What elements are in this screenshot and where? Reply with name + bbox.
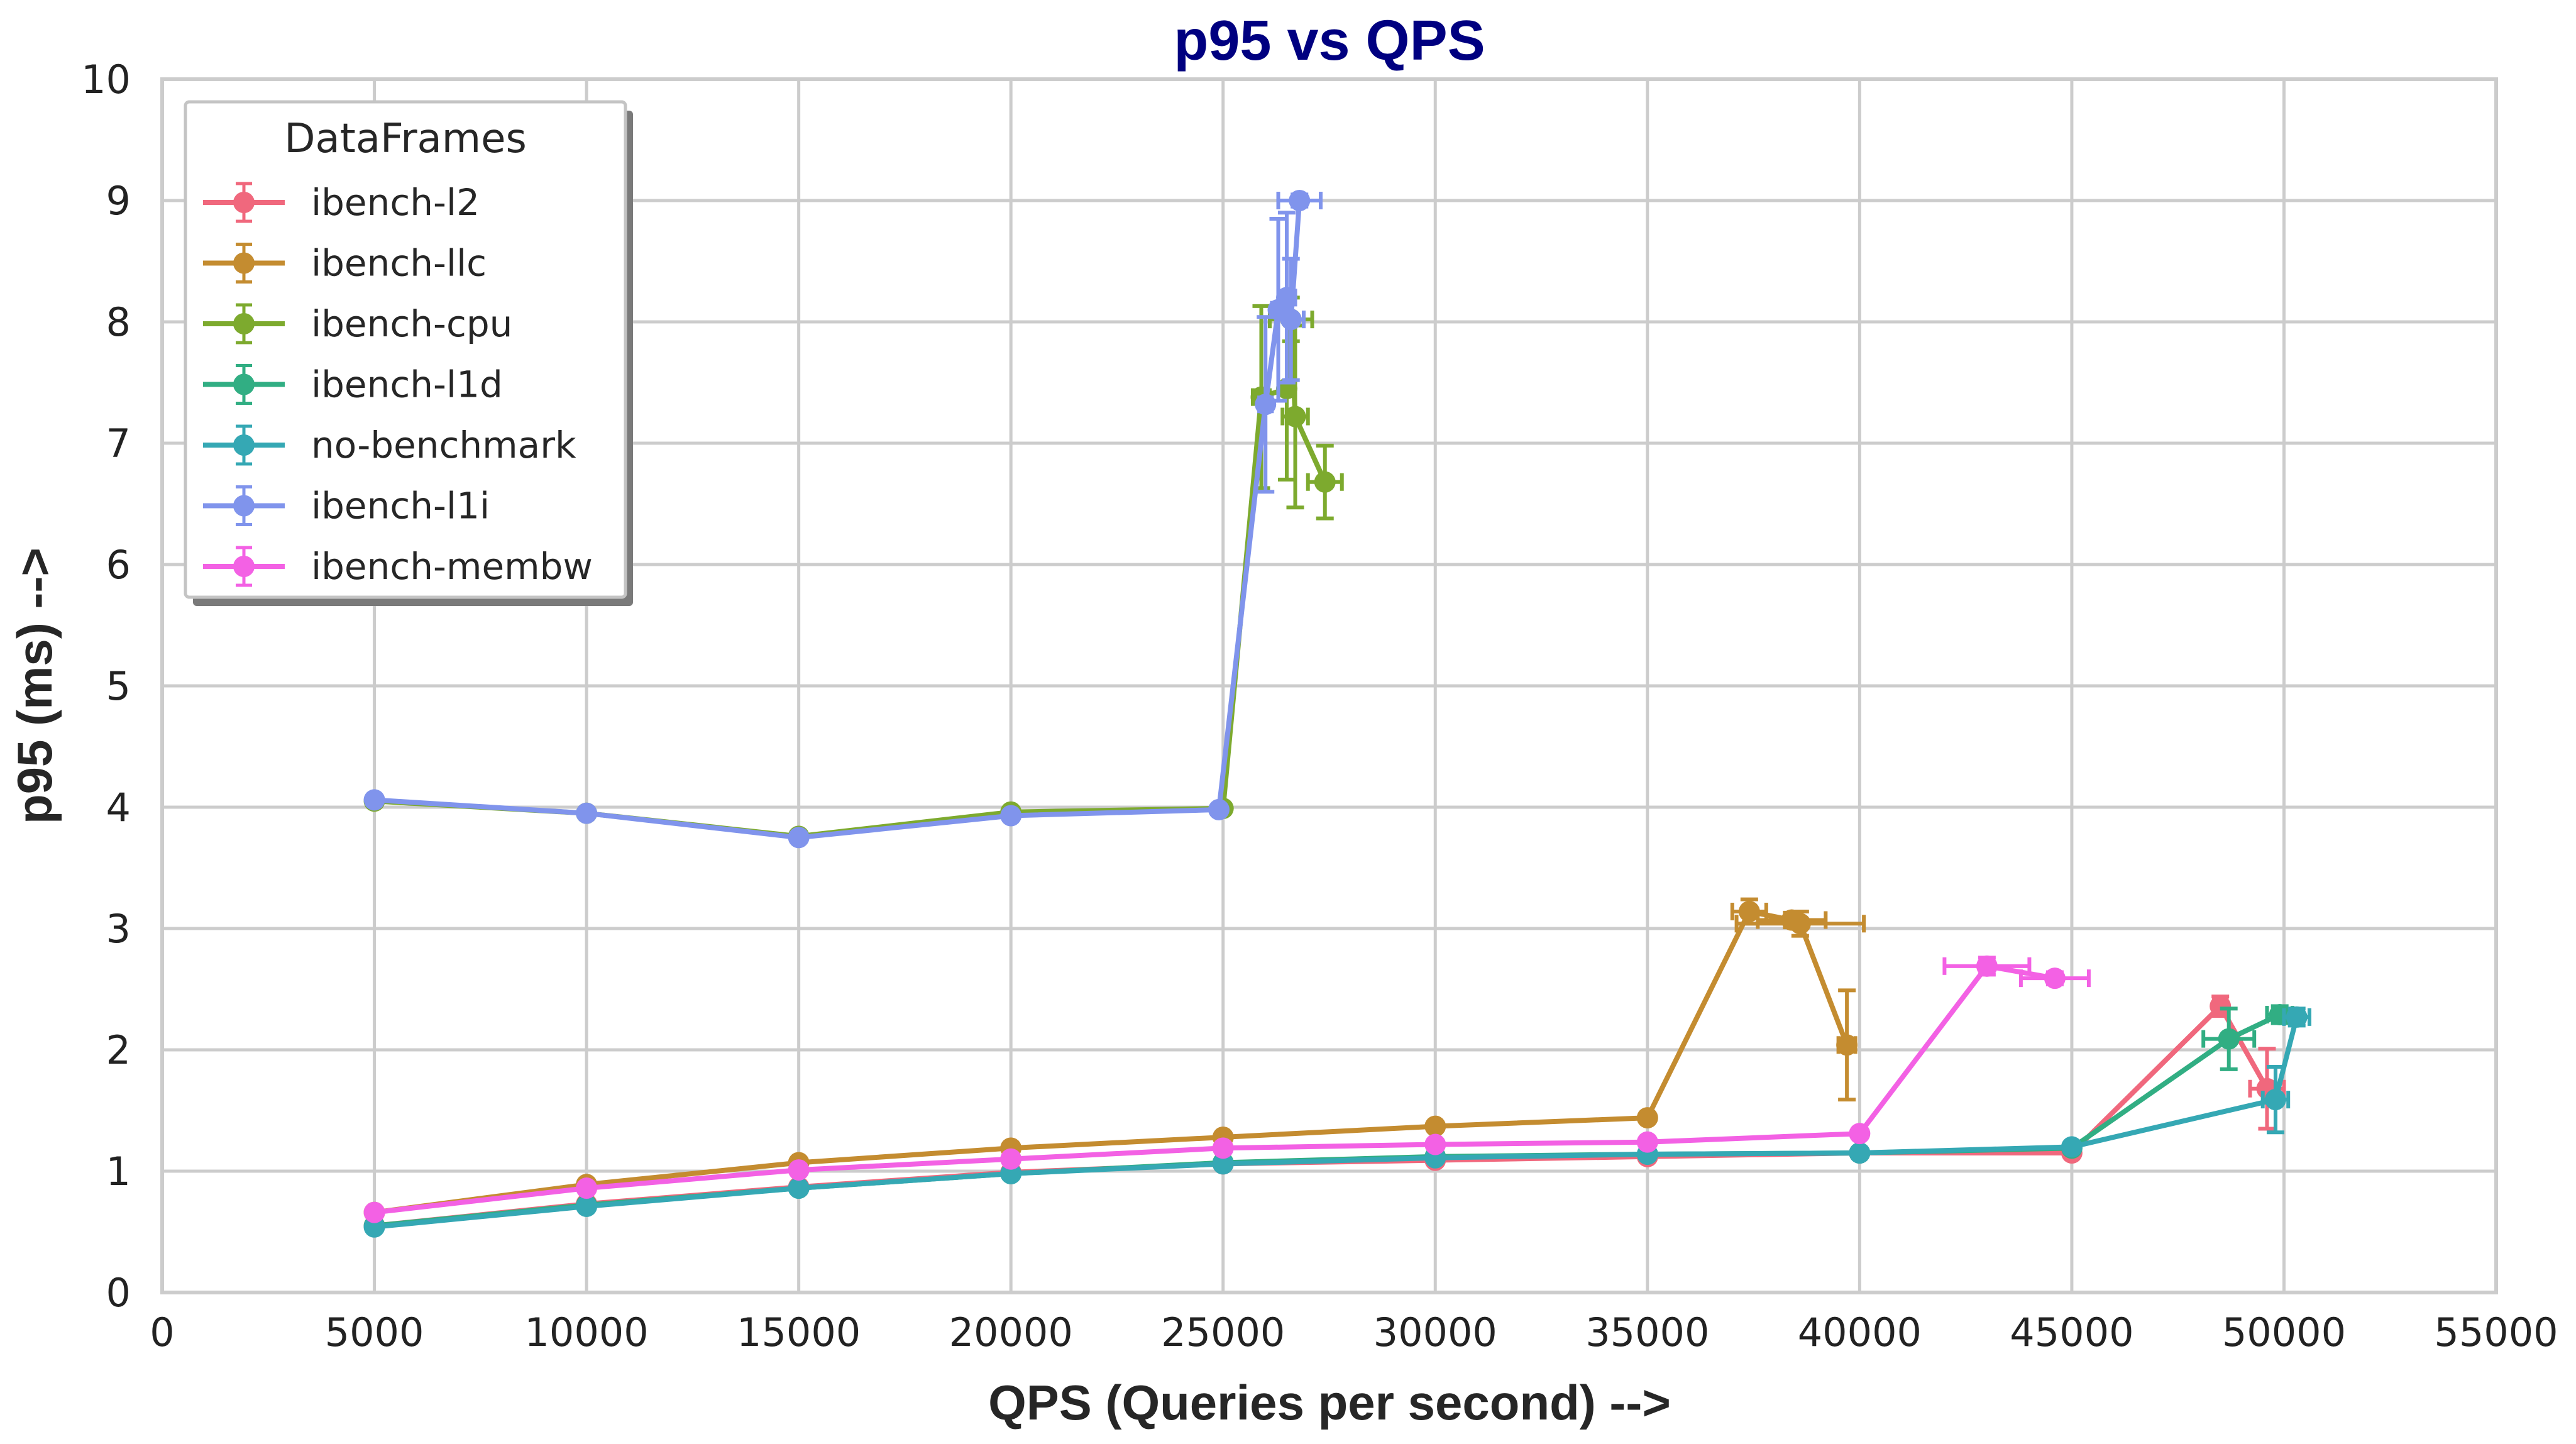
legend-title: DataFrames (284, 116, 527, 162)
data-point (1314, 471, 1336, 493)
data-point (2210, 995, 2232, 1017)
legend-label: ibench-l1d (311, 363, 503, 406)
x-tick-label: 50000 (2222, 1309, 2346, 1355)
data-point (1255, 394, 1277, 416)
series-ibench-membw (363, 955, 2091, 1223)
legend: DataFrames ibench-l2 ibench-llc ibench-cpu i… (184, 100, 633, 606)
legend-label: ibench-llc (311, 242, 487, 285)
data-point (1284, 405, 1306, 427)
y-tick-label: 4 (106, 785, 131, 830)
x-tick-label: 55000 (2434, 1309, 2558, 1355)
x-tick-label: 20000 (949, 1309, 1073, 1355)
data-point (2286, 1006, 2308, 1028)
series-no-benchmark (363, 1006, 2311, 1238)
legend-label: no-benchmark (311, 424, 576, 466)
legend-box (184, 100, 627, 599)
legend-marker (233, 434, 255, 456)
data-point (1424, 1133, 1446, 1155)
legend-item-ibench-l2: ibench-l2 (203, 181, 480, 224)
data-point (2218, 1028, 2240, 1050)
chart-title: p95 vs QPS (1174, 9, 1485, 72)
data-point (1849, 1142, 1871, 1164)
x-tick-label: 45000 (2010, 1309, 2133, 1355)
x-tick-label: 35000 (1585, 1309, 1709, 1355)
data-point (1212, 1153, 1234, 1175)
y-tick-label: 5 (106, 663, 131, 709)
data-point (1000, 805, 1022, 827)
plot-frame (160, 77, 2498, 1294)
tick-labels: 0 5000 10000 15000 20000 25000 30000 35000 40000… (81, 57, 2558, 1355)
legend-marker (233, 495, 255, 517)
y-tick-label: 6 (106, 542, 131, 588)
x-tick-label: 15000 (737, 1309, 861, 1355)
legend-label: ibench-membw (311, 545, 593, 588)
x-tick-label: 25000 (1161, 1309, 1285, 1355)
data-point (1280, 309, 1302, 331)
data-point (1212, 1137, 1234, 1159)
data-point (576, 1195, 598, 1217)
legend-label: ibench-cpu (311, 302, 512, 345)
data-point (2044, 967, 2066, 989)
data-point (363, 1201, 385, 1223)
y-tick-label: 3 (106, 906, 131, 952)
data-point (1789, 913, 1811, 935)
y-axis-title: p95 (ms) --> (7, 548, 62, 824)
legend-marker (233, 192, 255, 213)
legend-marker (233, 252, 255, 274)
legend-item-ibench-membw: ibench-membw (203, 545, 593, 588)
data-point (1208, 798, 1230, 820)
y-tick-label: 1 (106, 1149, 131, 1194)
legend-label: ibench-l1i (311, 485, 490, 527)
legend-item-ibench-llc: ibench-llc (203, 242, 487, 285)
y-tick-label: 8 (106, 299, 131, 345)
data-point (1289, 190, 1311, 211)
legend-marker (233, 373, 255, 395)
data-point (1275, 287, 1297, 309)
legend-item-ibench-l1i: ibench-l1i (203, 485, 490, 527)
y-tick-label: 9 (106, 178, 131, 224)
data-point (1976, 955, 1998, 977)
y-tick-label: 0 (106, 1270, 131, 1316)
y-tick-label: 2 (106, 1027, 131, 1073)
data-point (2061, 1136, 2083, 1158)
series-line (372, 963, 2057, 1215)
legend-item-ibench-l1d: ibench-l1d (203, 363, 503, 406)
data-point (2264, 1089, 2286, 1111)
data-point (788, 827, 810, 849)
data-point (576, 802, 598, 824)
x-tick-label: 5000 (325, 1309, 424, 1355)
data-point (576, 1177, 598, 1199)
data-point (1738, 900, 1760, 922)
x-axis-title: QPS (Queries per second) --> (988, 1375, 1671, 1430)
data-point (1636, 1107, 1658, 1129)
y-tick-label: 10 (81, 57, 131, 102)
data-point (788, 1159, 810, 1181)
legend-item-no-benchmark: no-benchmark (203, 424, 576, 466)
series-layer (363, 190, 2311, 1238)
data-point (1836, 1034, 1858, 1056)
data-point (1849, 1123, 1871, 1145)
y-tick-label: 7 (106, 421, 131, 466)
x-tick-label: 40000 (1798, 1309, 1922, 1355)
legend-item-ibench-cpu: ibench-cpu (203, 302, 512, 345)
x-tick-label: 10000 (524, 1309, 648, 1355)
legend-marker (233, 556, 255, 577)
series-ibench-l1i (363, 190, 1323, 849)
data-point (1424, 1115, 1446, 1137)
x-tick-label: 0 (150, 1309, 174, 1355)
legend-label: ibench-l2 (311, 181, 480, 224)
data-point (363, 789, 385, 811)
data-point (1000, 1148, 1022, 1170)
legend-marker (233, 313, 255, 334)
x-tick-label: 30000 (1373, 1309, 1497, 1355)
data-point (788, 1177, 810, 1199)
data-point (1636, 1131, 1658, 1153)
